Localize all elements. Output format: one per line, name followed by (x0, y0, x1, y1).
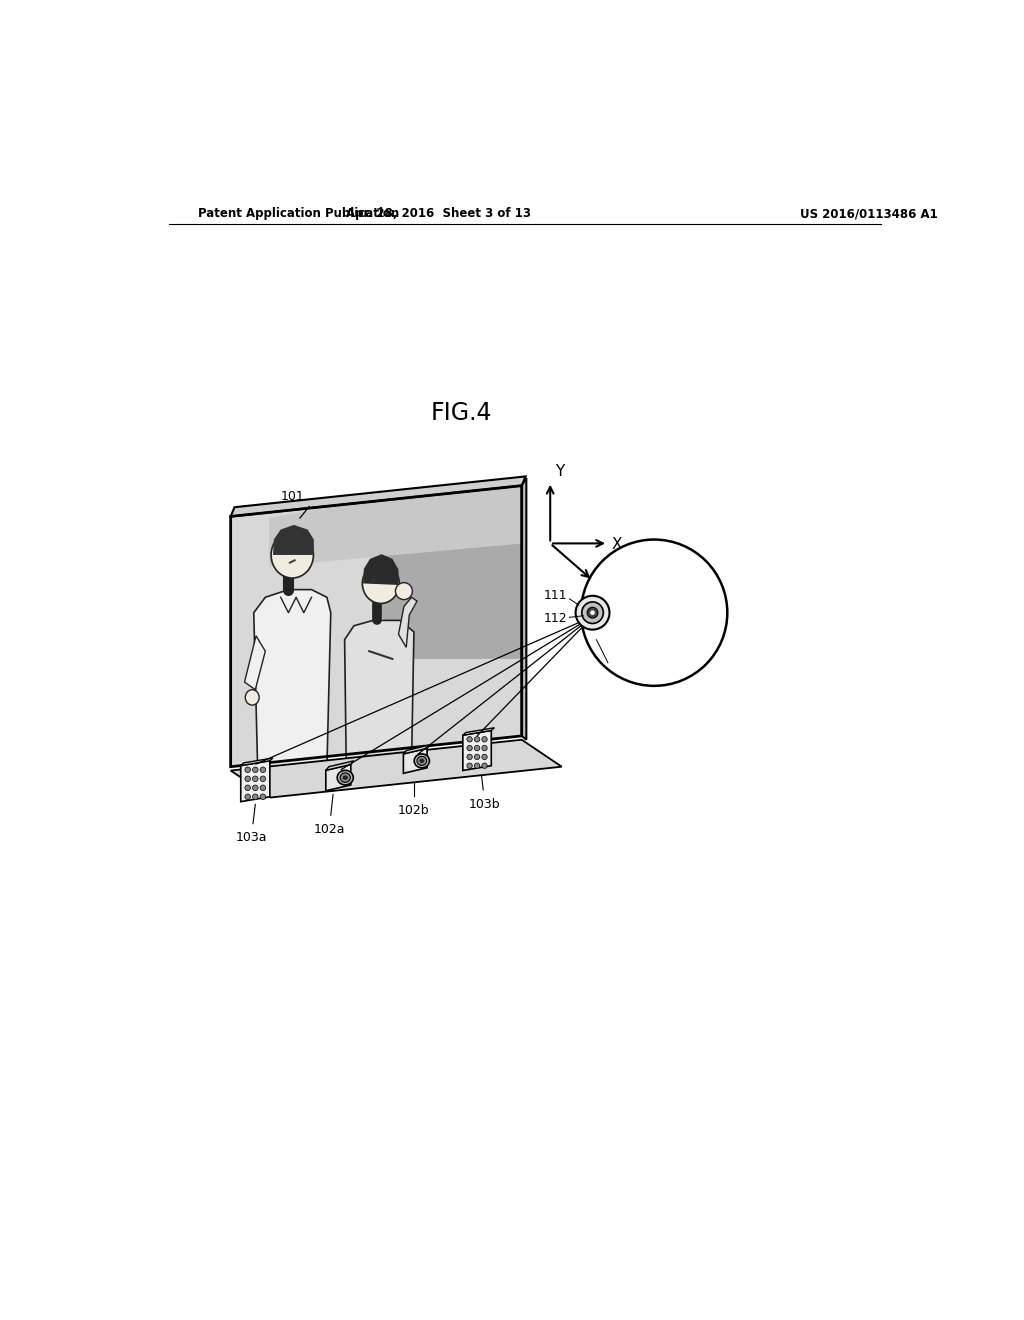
Text: 103a: 103a (236, 832, 267, 845)
Ellipse shape (298, 548, 302, 554)
Polygon shape (463, 730, 492, 771)
Text: 113: 113 (609, 659, 633, 672)
Text: 103b: 103b (469, 797, 501, 810)
Ellipse shape (371, 578, 375, 582)
Circle shape (245, 767, 251, 772)
Polygon shape (364, 554, 398, 585)
Polygon shape (377, 486, 523, 659)
Circle shape (253, 785, 258, 791)
Circle shape (253, 795, 258, 800)
Text: US 2016/0113486 A1: US 2016/0113486 A1 (801, 207, 938, 220)
Circle shape (474, 746, 480, 751)
Ellipse shape (246, 689, 259, 705)
Circle shape (260, 776, 265, 781)
Ellipse shape (395, 582, 413, 599)
Circle shape (474, 737, 480, 742)
Circle shape (467, 754, 472, 759)
Polygon shape (230, 477, 525, 516)
Circle shape (482, 737, 487, 742)
Polygon shape (245, 636, 265, 689)
Circle shape (587, 607, 598, 618)
Circle shape (474, 754, 480, 759)
Circle shape (253, 767, 258, 772)
Circle shape (253, 776, 258, 781)
Circle shape (260, 795, 265, 800)
Circle shape (245, 785, 251, 791)
Polygon shape (230, 739, 562, 797)
Ellipse shape (337, 771, 353, 785)
Circle shape (482, 746, 487, 751)
Polygon shape (403, 744, 430, 754)
Ellipse shape (417, 756, 427, 766)
Ellipse shape (343, 775, 348, 780)
Polygon shape (521, 478, 526, 739)
Text: Patent Application Publication: Patent Application Publication (199, 207, 399, 220)
Ellipse shape (340, 774, 350, 783)
Circle shape (582, 602, 603, 623)
Text: X: X (611, 537, 623, 553)
Circle shape (482, 754, 487, 759)
Circle shape (245, 776, 251, 781)
Polygon shape (254, 590, 331, 767)
Polygon shape (230, 486, 521, 767)
Circle shape (245, 795, 251, 800)
Text: 112: 112 (544, 612, 567, 626)
Circle shape (482, 763, 487, 768)
Circle shape (467, 737, 472, 742)
Ellipse shape (420, 759, 424, 763)
Circle shape (260, 785, 265, 791)
Text: FIG.4: FIG.4 (431, 400, 493, 425)
Polygon shape (326, 764, 351, 791)
Ellipse shape (283, 548, 287, 554)
Polygon shape (241, 760, 270, 801)
Ellipse shape (362, 564, 399, 603)
Polygon shape (326, 760, 354, 771)
Text: 101: 101 (281, 490, 304, 503)
Circle shape (467, 746, 472, 751)
Text: Z: Z (595, 578, 605, 593)
Polygon shape (463, 727, 495, 735)
Circle shape (474, 763, 480, 768)
Circle shape (260, 767, 265, 772)
Circle shape (467, 763, 472, 768)
Polygon shape (232, 487, 520, 766)
Ellipse shape (414, 754, 429, 768)
Circle shape (581, 540, 727, 686)
Polygon shape (398, 597, 417, 647)
Text: 102a: 102a (313, 822, 345, 836)
Polygon shape (269, 486, 523, 566)
Ellipse shape (271, 532, 313, 578)
Polygon shape (403, 748, 427, 774)
Polygon shape (273, 525, 313, 554)
Text: Apr. 28, 2016  Sheet 3 of 13: Apr. 28, 2016 Sheet 3 of 13 (346, 207, 531, 220)
Text: 111: 111 (544, 589, 567, 602)
Circle shape (575, 595, 609, 630)
Text: Y: Y (555, 463, 564, 479)
Text: 102b: 102b (398, 804, 430, 817)
Circle shape (590, 610, 595, 615)
Polygon shape (241, 758, 273, 766)
Polygon shape (345, 620, 414, 759)
